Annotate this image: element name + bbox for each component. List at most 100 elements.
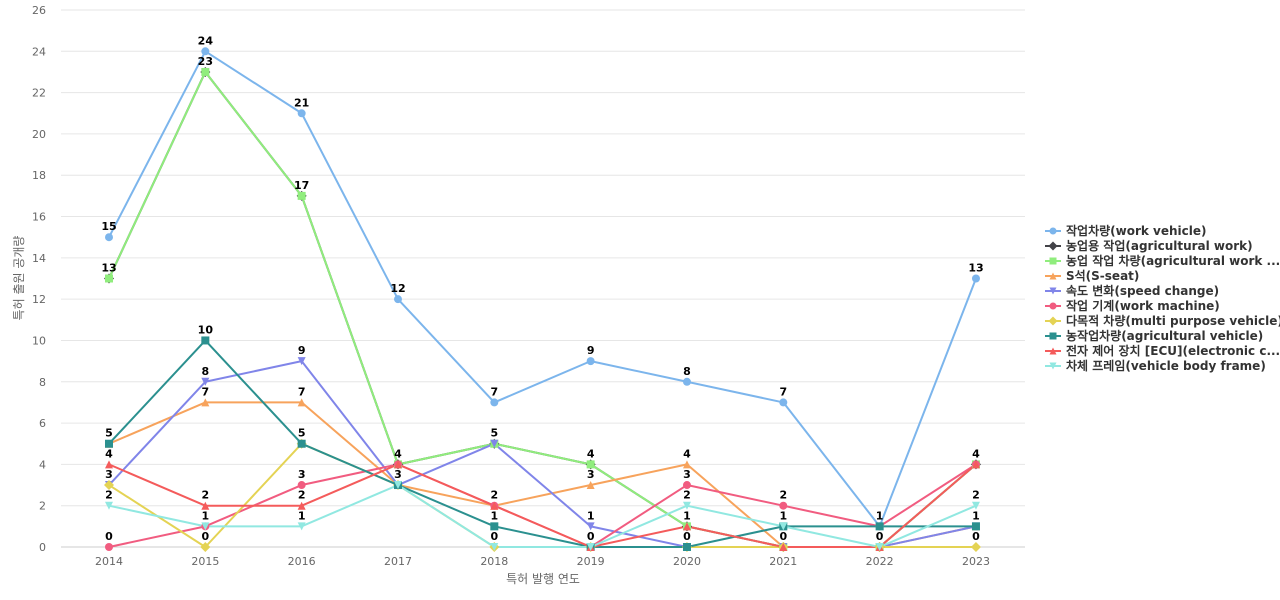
legend-item[interactable]: S석(S-seat) [1045,269,1139,283]
data-point[interactable] [297,501,306,510]
data-point[interactable] [297,439,306,448]
x-tick-label: 2017 [384,555,412,568]
data-point[interactable] [393,481,402,490]
data-point[interactable] [201,377,210,386]
data-point[interactable] [297,109,306,118]
data-point[interactable] [297,398,306,407]
legend-item[interactable]: 작업 기계(work machine) [1045,298,1220,313]
data-point[interactable] [393,295,402,304]
data-point[interactable] [779,522,788,531]
legend-marker [1049,272,1057,280]
legend-item[interactable]: 속도 변화(speed change) [1045,283,1219,298]
y-tick-label: 18 [32,169,46,182]
data-point[interactable] [104,480,114,491]
data-label: 5 [490,427,498,440]
data-point[interactable] [490,501,499,510]
data-point[interactable] [105,233,113,242]
y-tick-label: 2 [39,500,46,513]
data-label: 3 [105,468,113,481]
data-point[interactable] [682,377,691,386]
data-point[interactable] [297,522,306,531]
legend: 작업차량(work vehicle)농업용 작업(agricultural wo… [1045,223,1280,373]
y-tick-label: 20 [32,128,46,141]
legend-label: 작업차량(work vehicle) [1066,223,1207,238]
data-label: 1 [972,509,980,522]
data-point[interactable] [586,543,595,551]
data-point[interactable] [586,357,595,366]
y-tick-label: 0 [39,541,46,554]
data-point[interactable] [490,543,499,551]
data-label: 0 [490,530,498,543]
data-label: 2 [972,489,980,502]
series-line [108,50,977,528]
data-point[interactable] [586,481,595,490]
data-point[interactable] [105,460,113,469]
data-point[interactable] [105,501,113,510]
data-point[interactable] [201,398,210,407]
series-line [108,484,977,548]
legend-item[interactable]: 작업차량(work vehicle) [1045,223,1207,238]
data-point[interactable] [105,439,113,448]
data-point[interactable] [875,543,884,551]
y-tick-label: 26 [32,4,46,17]
data-point[interactable] [201,522,210,531]
data-point[interactable] [586,522,595,531]
data-label: 3 [683,468,691,481]
data-point[interactable] [105,274,113,283]
data-point[interactable] [682,501,691,510]
data-point[interactable] [297,191,306,200]
legend-label: 작업 기계(work machine) [1066,298,1220,313]
x-tick-label: 2023 [962,555,990,568]
data-point[interactable] [201,336,210,345]
data-point[interactable] [105,543,113,551]
gridlines [61,9,1025,548]
data-point[interactable] [779,543,788,551]
data-point[interactable] [393,460,402,469]
data-point[interactable] [971,460,980,469]
data-point[interactable] [682,543,691,551]
y-tick-label: 8 [39,376,46,389]
legend-item[interactable]: 다목적 차량(multi purpose vehicle) [1045,313,1280,328]
legend-marker [1049,332,1057,340]
data-point[interactable] [682,522,691,531]
x-tick-label: 2019 [577,555,605,568]
data-point[interactable] [971,274,980,283]
data-point[interactable] [297,481,306,490]
data-point[interactable] [971,522,980,531]
data-label: 5 [298,427,306,440]
y-tick-label: 14 [32,252,46,265]
legend-item[interactable]: 전자 제어 장치 [ECU](electronic c... [1045,343,1280,358]
data-point[interactable] [779,398,788,407]
data-label: 1 [876,509,884,522]
data-label: 0 [683,530,691,543]
data-point[interactable] [490,522,499,531]
legend-item[interactable]: 농작업차량(agricultural vehicle) [1045,328,1263,343]
legend-item[interactable]: 차체 프레임(vehicle body frame) [1045,358,1266,373]
data-point[interactable] [875,522,884,531]
data-point[interactable] [201,47,210,56]
y-tick-label: 6 [39,417,46,430]
data-labels: 1513543202423108721021179753211243752109… [101,34,983,543]
data-point[interactable] [201,501,210,510]
legend-item[interactable]: 농업용 작업(agricultural work) [1045,238,1253,253]
legend-marker [1049,362,1057,370]
data-point[interactable] [200,542,211,552]
data-point[interactable] [970,542,981,552]
data-point[interactable] [971,501,980,510]
data-label: 0 [972,530,980,543]
data-point[interactable] [586,460,595,469]
data-point[interactable] [779,501,788,510]
data-point[interactable] [490,439,499,448]
data-point[interactable] [297,357,306,366]
data-point[interactable] [490,398,499,407]
data-point[interactable] [201,67,210,76]
data-label: 0 [587,530,595,543]
data-point[interactable] [682,481,691,490]
series-markers [104,47,981,552]
data-point[interactable] [682,460,691,469]
data-label: 8 [202,365,210,378]
data-label: 4 [394,447,402,460]
legend-item[interactable]: 농업 작업 차량(agricultural work ... [1045,253,1280,268]
y-axis-title: 특허 출원 공개량 [12,236,26,321]
x-tick-label: 2020 [673,555,701,568]
